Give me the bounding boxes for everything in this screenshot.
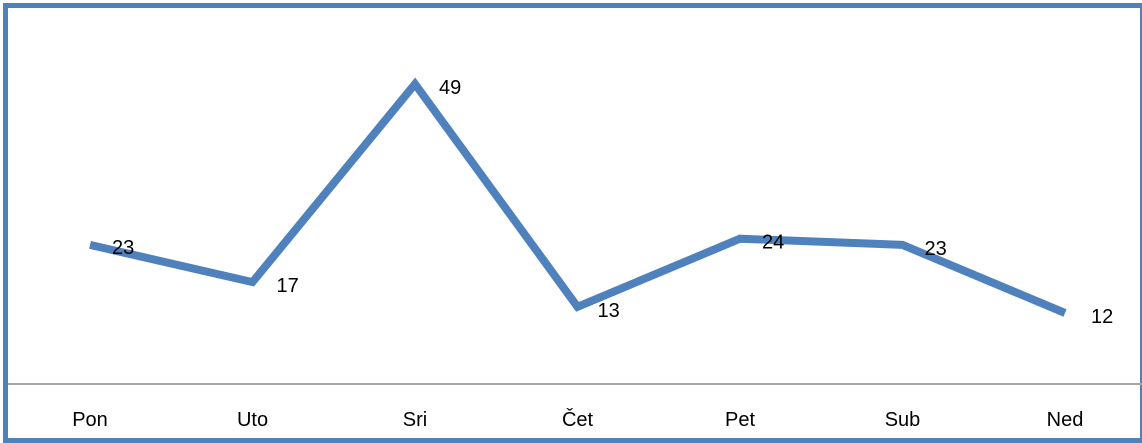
data-label-1: 17 — [277, 275, 299, 297]
data-label-5: 23 — [925, 238, 947, 260]
x-tick-label-0: Pon — [72, 409, 108, 431]
data-labels: 23 17 49 13 24 23 12 — [112, 77, 1113, 328]
data-label-3: 13 — [598, 300, 620, 322]
data-label-6: 12 — [1091, 306, 1113, 328]
x-tick-label-4: Pet — [725, 409, 755, 431]
chart-frame — [3, 3, 1142, 443]
x-tick-labels: Pon Uto Sri Čet Pet Sub Ned — [72, 408, 1083, 431]
data-label-0: 23 — [112, 237, 134, 259]
data-label-2: 49 — [439, 77, 461, 99]
x-tick-label-6: Ned — [1047, 409, 1084, 431]
x-tick-label-5: Sub — [885, 409, 921, 431]
x-tick-label-3: Čet — [562, 408, 594, 431]
data-label-4: 24 — [762, 232, 784, 254]
series-line — [89, 77, 1067, 317]
x-tick-label-1: Uto — [237, 409, 268, 431]
x-tick-label-2: Sri — [403, 409, 427, 431]
